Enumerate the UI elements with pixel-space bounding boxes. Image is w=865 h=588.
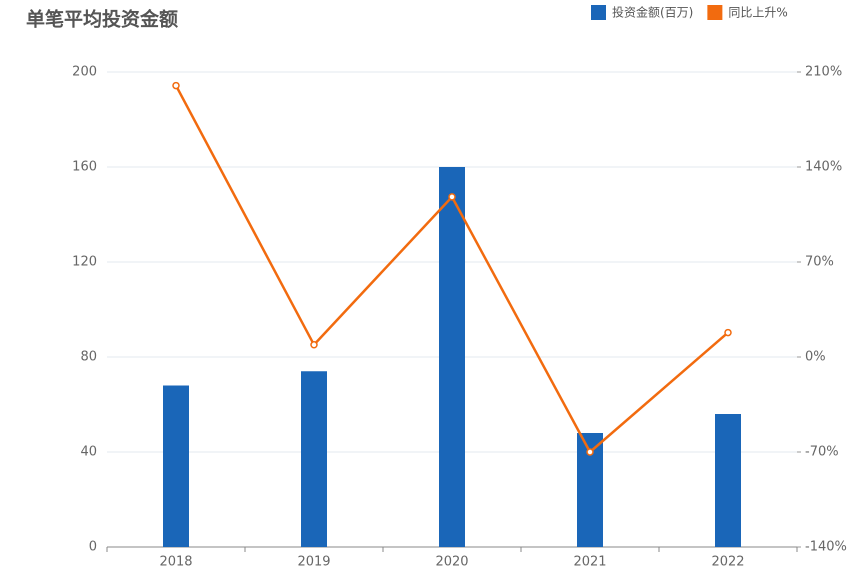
y2-tick-label: 140% (805, 160, 842, 175)
x-tick-label: 2022 (711, 555, 744, 570)
legend-label: 同比上升% (728, 6, 787, 20)
y-tick-label: 120 (72, 255, 97, 270)
line-point (448, 193, 456, 201)
y2-tick-label: 210% (805, 65, 842, 80)
y-tick-label: 40 (80, 445, 97, 460)
bar (301, 371, 327, 547)
line-point (586, 448, 594, 456)
chart-title: 单笔平均投资金额 (26, 8, 178, 31)
legend-swatch (591, 5, 606, 20)
y-tick-label: 200 (72, 65, 97, 80)
line-point (172, 81, 180, 90)
line-point (724, 328, 732, 337)
y-tick-label: 160 (72, 160, 97, 175)
y-tick-label: 0 (89, 540, 97, 555)
y2-tick-label: 0% (805, 350, 826, 365)
legend-label: 投资金额(百万) (612, 5, 693, 20)
y-tick-label: 80 (80, 350, 97, 365)
bar (439, 167, 465, 547)
line-point (310, 341, 318, 349)
legend-swatch (707, 5, 723, 20)
bar (163, 385, 189, 547)
x-tick-label: 2020 (435, 555, 468, 570)
x-tick-label: 2019 (297, 555, 330, 570)
y2-tick-label: 70% (805, 255, 834, 270)
y2-tick-label: -70% (805, 445, 839, 460)
x-tick-label: 2021 (573, 555, 606, 570)
x-tick-label: 2018 (159, 555, 192, 570)
y2-tick-label: -140% (805, 540, 847, 555)
bar (715, 414, 741, 547)
